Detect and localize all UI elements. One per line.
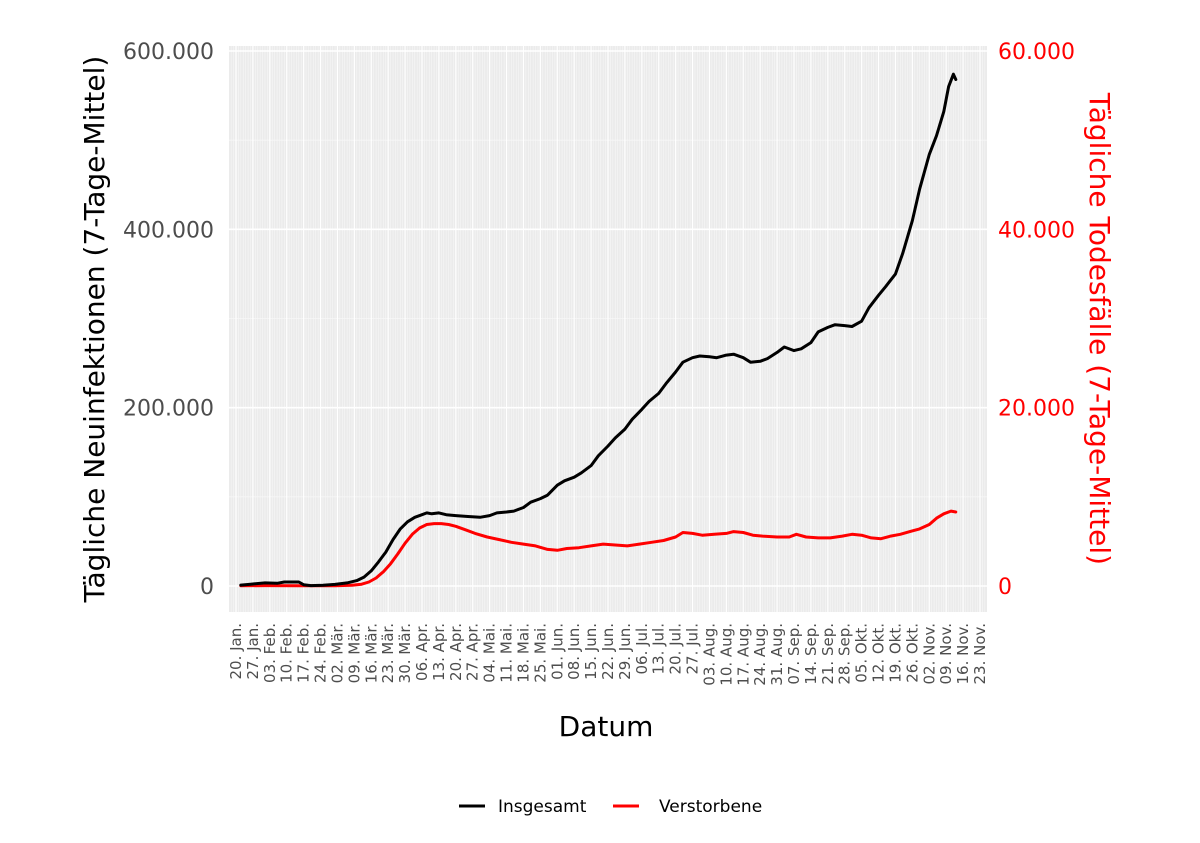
y-tick-left: 600.000 bbox=[123, 40, 214, 65]
grid-major bbox=[229, 46, 987, 612]
y-tick-left: 0 bbox=[200, 575, 214, 600]
y-tick-right: 60.000 bbox=[998, 40, 1075, 65]
x-tick-label: 03. Aug. bbox=[700, 623, 718, 686]
x-tick-label: 10. Feb. bbox=[278, 623, 296, 683]
legend-label-verstorbene: Verstorbene bbox=[659, 797, 762, 817]
y-tick-right: 0 bbox=[998, 575, 1012, 600]
x-tick-label: 11. Mai. bbox=[498, 623, 516, 683]
x-tick-label: 07. Sep. bbox=[785, 623, 803, 685]
y-tick-right: 40.000 bbox=[998, 218, 1075, 243]
x-tick-label: 04. Mai. bbox=[481, 623, 499, 683]
y-axis-right-ticks: 0 20.000 40.000 60.000 bbox=[998, 40, 1075, 600]
x-tick-label: 05. Okt. bbox=[853, 623, 871, 683]
x-tick-label: 10. Aug. bbox=[717, 623, 735, 686]
x-tick-label: 13. Apr. bbox=[430, 623, 448, 681]
y-tick-left: 400.000 bbox=[123, 218, 214, 243]
legend: Insgesamt Verstorbene bbox=[459, 797, 762, 817]
x-tick-label: 19. Okt. bbox=[886, 623, 904, 683]
x-tick-label: 18. Mai. bbox=[514, 623, 532, 683]
x-tick-label: 27. Jul. bbox=[684, 623, 702, 675]
y-axis-right-title: Tägliche Todesfälle (7-Tage-Mittel) bbox=[1083, 92, 1116, 565]
x-tick-label: 21. Sep. bbox=[819, 623, 837, 685]
x-tick-label: 02. Nov. bbox=[920, 623, 938, 685]
x-tick-label: 13. Jul. bbox=[650, 623, 668, 675]
x-tick-label: 31. Aug. bbox=[768, 623, 786, 686]
x-tick-label: 08. Jun. bbox=[565, 623, 583, 680]
x-tick-label: 28. Sep. bbox=[836, 623, 854, 685]
x-tick-label: 24. Feb. bbox=[312, 623, 330, 683]
x-axis-title: Datum bbox=[559, 710, 654, 743]
legend-label-insgesamt: Insgesamt bbox=[498, 797, 587, 817]
x-tick-label: 30. Mär. bbox=[396, 623, 414, 683]
y-axis-left-title: Tägliche Neuinfektionen (7-Tage-Mittel) bbox=[78, 56, 111, 604]
x-tick-label: 16. Nov. bbox=[954, 623, 972, 685]
x-tick-label: 15. Jun. bbox=[582, 623, 600, 680]
x-tick-label: 23. Nov. bbox=[971, 623, 989, 685]
x-tick-label: 27. Apr. bbox=[464, 623, 482, 681]
x-axis-ticks: 20. Jan.27. Jan.03. Feb.10. Feb.17. Feb.… bbox=[227, 623, 989, 686]
x-tick-label: 06. Apr. bbox=[413, 623, 431, 681]
series-line-insgesamt bbox=[239, 72, 958, 588]
x-tick-label: 20. Jul. bbox=[667, 623, 685, 675]
x-tick-label: 24. Aug. bbox=[751, 623, 769, 686]
x-tick-label: 22. Jun. bbox=[599, 623, 617, 680]
x-tick-label: 09. Nov. bbox=[937, 623, 955, 685]
x-tick-label: 26. Okt. bbox=[903, 623, 921, 683]
x-tick-label: 27. Jan. bbox=[244, 623, 262, 680]
x-tick-label: 25. Mai. bbox=[531, 623, 549, 683]
x-tick-label: 29. Jun. bbox=[616, 623, 634, 680]
x-tick-label: 06. Jul. bbox=[633, 623, 651, 675]
x-tick-label: 20. Apr. bbox=[447, 623, 465, 681]
x-tick-label: 17. Feb. bbox=[295, 623, 313, 683]
series-line-verstorbene bbox=[239, 509, 958, 588]
x-tick-label: 03. Feb. bbox=[261, 623, 279, 683]
x-tick-label: 12. Okt. bbox=[870, 623, 888, 683]
x-tick-label: 14. Sep. bbox=[802, 623, 820, 685]
series-layer bbox=[239, 72, 958, 588]
grid-minor bbox=[229, 46, 987, 612]
y-tick-right: 20.000 bbox=[998, 397, 1075, 422]
x-tick-label: 20. Jan. bbox=[227, 623, 245, 680]
y-tick-left: 200.000 bbox=[123, 397, 214, 422]
x-tick-label: 23. Mär. bbox=[379, 623, 397, 683]
x-tick-label: 02. Mär. bbox=[328, 623, 346, 683]
x-tick-label: 09. Mär. bbox=[345, 623, 363, 683]
y-axis-left-ticks: 0 200.000 400.000 600.000 bbox=[123, 40, 214, 600]
x-tick-label: 16. Mär. bbox=[362, 623, 380, 683]
x-tick-label: 01. Jun. bbox=[548, 623, 566, 680]
x-tick-label: 17. Aug. bbox=[734, 623, 752, 686]
